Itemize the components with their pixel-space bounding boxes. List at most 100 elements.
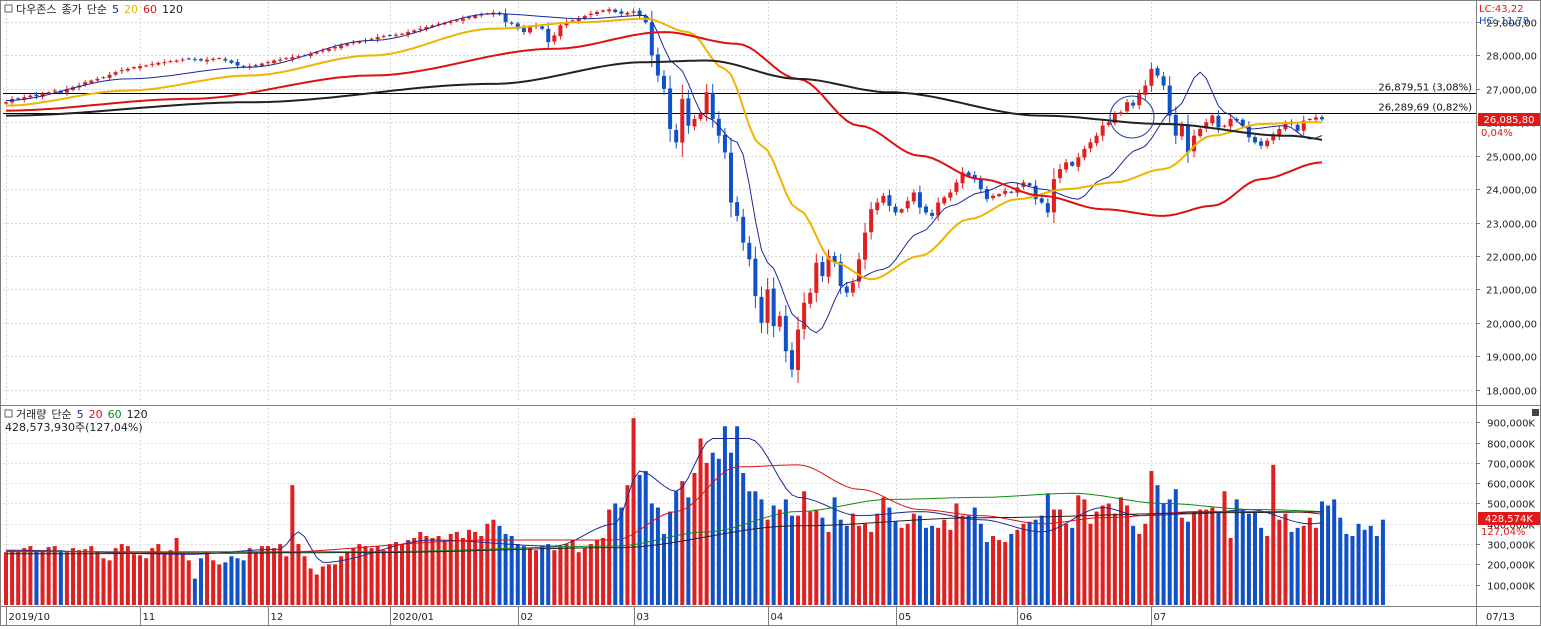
candle[interactable] xyxy=(58,89,63,94)
volume-bar[interactable] xyxy=(265,546,270,605)
candle[interactable] xyxy=(704,83,709,122)
candle[interactable] xyxy=(107,71,112,81)
volume-bar[interactable] xyxy=(576,552,581,605)
volume-bar[interactable] xyxy=(1064,523,1069,605)
volume-bar[interactable] xyxy=(406,540,411,605)
candle[interactable] xyxy=(1064,159,1069,173)
volume-bar[interactable] xyxy=(698,438,703,605)
candle[interactable] xyxy=(759,286,764,334)
candle[interactable] xyxy=(1094,132,1099,147)
volume-bar[interactable] xyxy=(424,535,429,605)
candle[interactable] xyxy=(1271,131,1276,145)
volume-bar[interactable] xyxy=(1143,523,1148,605)
candle[interactable] xyxy=(241,64,246,69)
candle[interactable] xyxy=(631,8,636,16)
candle[interactable] xyxy=(229,59,234,64)
volume-bar[interactable] xyxy=(521,546,526,605)
volume-bar[interactable] xyxy=(954,503,959,605)
volume-bar[interactable] xyxy=(1015,529,1020,605)
candle[interactable] xyxy=(594,10,599,16)
candle[interactable] xyxy=(4,101,8,105)
volume-bar[interactable] xyxy=(333,564,337,605)
volume-bar[interactable] xyxy=(1149,470,1154,605)
volume-bar[interactable] xyxy=(1222,491,1227,605)
volume-bar[interactable] xyxy=(1027,521,1032,605)
volume-bar[interactable] xyxy=(978,523,983,605)
candle[interactable] xyxy=(613,8,618,14)
candle[interactable] xyxy=(802,292,807,340)
volume-bar[interactable] xyxy=(1051,509,1056,605)
volume-bar[interactable] xyxy=(1021,523,1026,605)
volume-bar[interactable] xyxy=(710,452,715,605)
candle[interactable] xyxy=(911,189,916,205)
candle[interactable] xyxy=(1058,163,1063,184)
candle[interactable] xyxy=(205,56,210,65)
volume-bar[interactable] xyxy=(637,475,642,605)
volume-bar[interactable] xyxy=(662,533,666,605)
volume-bar[interactable] xyxy=(613,503,618,605)
candle[interactable] xyxy=(1307,117,1312,121)
volume-bar[interactable] xyxy=(1125,505,1130,605)
candle[interactable] xyxy=(899,208,904,214)
candle[interactable] xyxy=(320,48,325,54)
candle[interactable] xyxy=(174,59,179,63)
candle[interactable] xyxy=(893,203,898,216)
candle[interactable] xyxy=(186,57,191,60)
volume-bar[interactable] xyxy=(1039,515,1044,605)
volume-bar[interactable] xyxy=(1112,513,1117,605)
volume-bar[interactable] xyxy=(375,546,380,605)
volume-bar[interactable] xyxy=(948,529,953,605)
volume-bar[interactable] xyxy=(52,546,57,605)
candle[interactable] xyxy=(698,112,703,121)
candle[interactable] xyxy=(954,179,959,196)
volume-bar[interactable] xyxy=(1009,533,1014,605)
volume-bar[interactable] xyxy=(1167,499,1172,605)
candle[interactable] xyxy=(637,7,642,19)
volume-bar[interactable] xyxy=(759,499,764,605)
candle[interactable] xyxy=(101,76,106,80)
candle[interactable] xyxy=(680,84,685,157)
candle[interactable] xyxy=(917,185,922,215)
candle[interactable] xyxy=(272,59,277,65)
volume-bar[interactable] xyxy=(527,548,532,605)
volume-bar[interactable] xyxy=(722,426,727,605)
volume-bar[interactable] xyxy=(1344,533,1349,605)
candle[interactable] xyxy=(607,7,612,14)
candle[interactable] xyxy=(668,75,673,142)
candle[interactable] xyxy=(869,201,874,240)
candle[interactable] xyxy=(1137,89,1142,110)
candle[interactable] xyxy=(406,29,411,38)
volume-bar[interactable] xyxy=(1338,517,1343,605)
volume-bar[interactable] xyxy=(607,509,612,605)
volume-bar[interactable] xyxy=(1307,517,1312,605)
candle[interactable] xyxy=(1003,187,1008,197)
volume-bar[interactable] xyxy=(753,491,758,605)
volume-bar[interactable] xyxy=(1088,523,1093,605)
volume-bar[interactable] xyxy=(1118,497,1123,605)
volume-bar[interactable] xyxy=(138,555,143,605)
volume-bar[interactable] xyxy=(1106,503,1111,605)
volume-bar[interactable] xyxy=(156,544,161,605)
volume-bar[interactable] xyxy=(284,556,289,605)
volume-bar[interactable] xyxy=(290,485,295,605)
candle[interactable] xyxy=(83,80,88,88)
candle[interactable] xyxy=(1039,196,1044,205)
volume-bar[interactable] xyxy=(278,544,283,605)
volume-bar[interactable] xyxy=(320,566,325,605)
volume-bar[interactable] xyxy=(1289,531,1294,605)
volume-bar[interactable] xyxy=(308,568,313,605)
candle[interactable] xyxy=(1192,129,1197,158)
volume-bar[interactable] xyxy=(1155,485,1160,605)
volume-bar[interactable] xyxy=(923,527,928,605)
volume-bar[interactable] xyxy=(881,497,886,605)
volume-bar[interactable] xyxy=(272,548,277,605)
candle[interactable] xyxy=(948,189,953,201)
volume-bar[interactable] xyxy=(649,503,654,605)
candle[interactable] xyxy=(674,123,679,149)
candle[interactable] xyxy=(1112,111,1117,126)
volume-bar[interactable] xyxy=(552,550,557,605)
volume-bar[interactable] xyxy=(485,523,490,605)
volume-bar[interactable] xyxy=(911,513,916,605)
candle[interactable] xyxy=(625,11,630,16)
